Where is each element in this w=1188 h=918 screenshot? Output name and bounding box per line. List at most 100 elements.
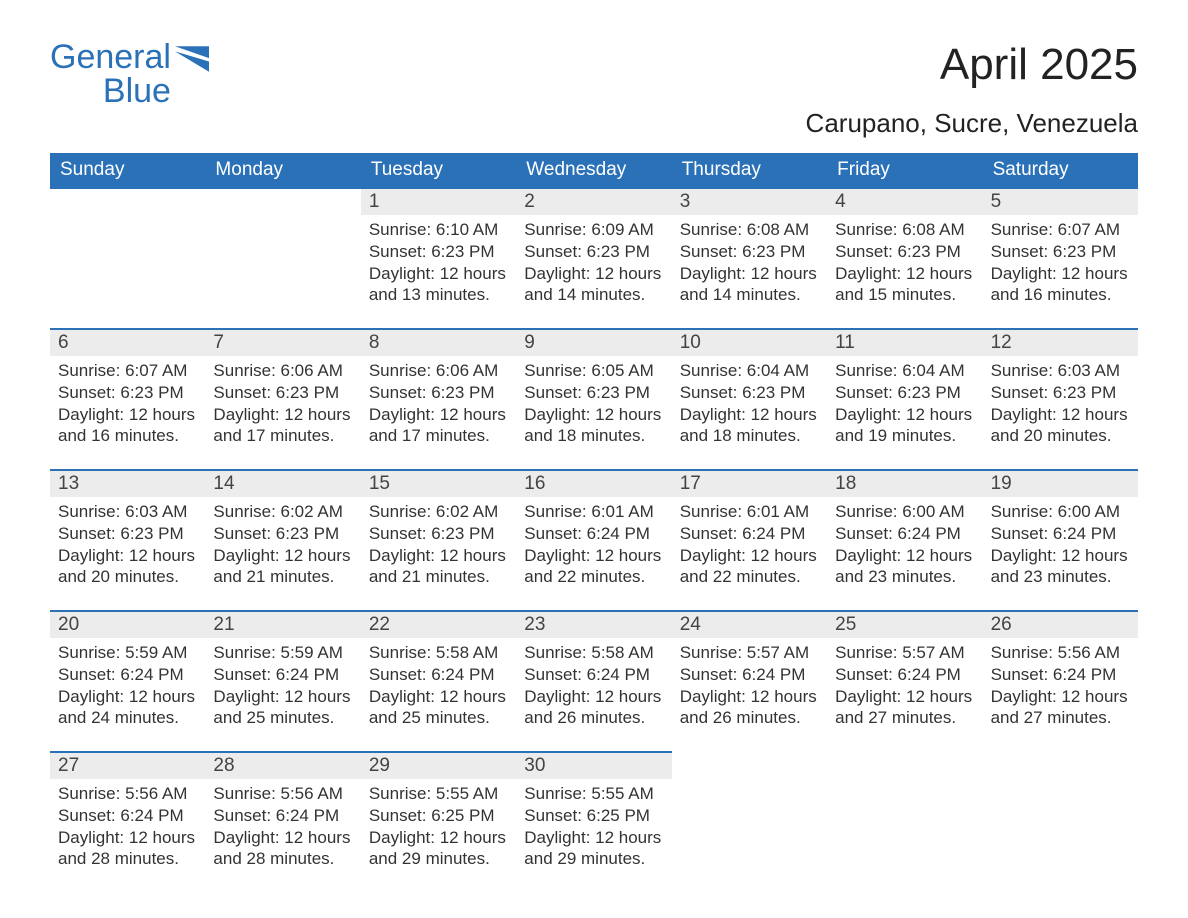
- day-info: Sunrise: 6:01 AMSunset: 6:24 PMDaylight:…: [672, 497, 827, 588]
- calendar-cell: 12Sunrise: 6:03 AMSunset: 6:23 PMDayligh…: [983, 328, 1138, 469]
- calendar-cell: 20Sunrise: 5:59 AMSunset: 6:24 PMDayligh…: [50, 610, 205, 751]
- calendar-cell: 26Sunrise: 5:56 AMSunset: 6:24 PMDayligh…: [983, 610, 1138, 751]
- daylight-line: Daylight: 12 hours and 15 minutes.: [835, 263, 974, 307]
- day-info: Sunrise: 5:56 AMSunset: 6:24 PMDaylight:…: [983, 638, 1138, 729]
- daylight-line: Daylight: 12 hours and 22 minutes.: [524, 545, 663, 589]
- sunrise-line: Sunrise: 6:01 AM: [680, 501, 819, 523]
- daylight-line: Daylight: 12 hours and 25 minutes.: [213, 686, 352, 730]
- daylight-line: Daylight: 12 hours and 14 minutes.: [680, 263, 819, 307]
- day-number: 17: [672, 471, 827, 497]
- day-info: Sunrise: 5:58 AMSunset: 6:24 PMDaylight:…: [361, 638, 516, 729]
- daylight-line: Daylight: 12 hours and 19 minutes.: [835, 404, 974, 448]
- sunrise-line: Sunrise: 6:03 AM: [58, 501, 197, 523]
- sunset-line: Sunset: 6:24 PM: [58, 805, 197, 827]
- sunrise-line: Sunrise: 6:00 AM: [835, 501, 974, 523]
- day-number: 27: [50, 753, 205, 779]
- dow-header: Wednesday: [516, 153, 671, 187]
- daylight-line: Daylight: 12 hours and 28 minutes.: [58, 827, 197, 871]
- calendar-cell: 1Sunrise: 6:10 AMSunset: 6:23 PMDaylight…: [361, 187, 516, 328]
- daylight-line: Daylight: 12 hours and 17 minutes.: [213, 404, 352, 448]
- calendar-cell: 15Sunrise: 6:02 AMSunset: 6:23 PMDayligh…: [361, 469, 516, 610]
- day-info: Sunrise: 6:01 AMSunset: 6:24 PMDaylight:…: [516, 497, 671, 588]
- calendar-cell: 29Sunrise: 5:55 AMSunset: 6:25 PMDayligh…: [361, 751, 516, 892]
- day-info: Sunrise: 6:07 AMSunset: 6:23 PMDaylight:…: [983, 215, 1138, 306]
- day-info: Sunrise: 6:09 AMSunset: 6:23 PMDaylight:…: [516, 215, 671, 306]
- sunrise-line: Sunrise: 6:04 AM: [680, 360, 819, 382]
- day-number: 8: [361, 330, 516, 356]
- sunrise-line: Sunrise: 5:57 AM: [680, 642, 819, 664]
- dow-header: Sunday: [50, 153, 205, 187]
- day-info: Sunrise: 6:07 AMSunset: 6:23 PMDaylight:…: [50, 356, 205, 447]
- logo-top: General: [50, 38, 171, 76]
- day-info: Sunrise: 6:04 AMSunset: 6:23 PMDaylight:…: [672, 356, 827, 447]
- sunset-line: Sunset: 6:23 PM: [835, 382, 974, 404]
- day-number: 20: [50, 612, 205, 638]
- day-info: Sunrise: 6:10 AMSunset: 6:23 PMDaylight:…: [361, 215, 516, 306]
- sunrise-line: Sunrise: 5:56 AM: [991, 642, 1130, 664]
- day-info: Sunrise: 6:06 AMSunset: 6:23 PMDaylight:…: [205, 356, 360, 447]
- day-number: 29: [361, 753, 516, 779]
- calendar-cell: 13Sunrise: 6:03 AMSunset: 6:23 PMDayligh…: [50, 469, 205, 610]
- sunset-line: Sunset: 6:23 PM: [991, 382, 1130, 404]
- day-info: Sunrise: 5:57 AMSunset: 6:24 PMDaylight:…: [827, 638, 982, 729]
- daylight-line: Daylight: 12 hours and 14 minutes.: [524, 263, 663, 307]
- day-number: 10: [672, 330, 827, 356]
- daylight-line: Daylight: 12 hours and 17 minutes.: [369, 404, 508, 448]
- sunset-line: Sunset: 6:24 PM: [835, 664, 974, 686]
- sunrise-line: Sunrise: 6:10 AM: [369, 219, 508, 241]
- sunset-line: Sunset: 6:23 PM: [680, 382, 819, 404]
- dow-header: Friday: [827, 153, 982, 187]
- calendar-cell: 9Sunrise: 6:05 AMSunset: 6:23 PMDaylight…: [516, 328, 671, 469]
- sunrise-line: Sunrise: 5:58 AM: [524, 642, 663, 664]
- calendar-cell: 7Sunrise: 6:06 AMSunset: 6:23 PMDaylight…: [205, 328, 360, 469]
- sunrise-line: Sunrise: 6:06 AM: [213, 360, 352, 382]
- day-info: Sunrise: 5:56 AMSunset: 6:24 PMDaylight:…: [50, 779, 205, 870]
- daylight-line: Daylight: 12 hours and 27 minutes.: [991, 686, 1130, 730]
- day-number: 1: [361, 189, 516, 215]
- day-number: 25: [827, 612, 982, 638]
- daylight-line: Daylight: 12 hours and 23 minutes.: [991, 545, 1130, 589]
- day-number: 11: [827, 330, 982, 356]
- day-number: 2: [516, 189, 671, 215]
- day-number: 7: [205, 330, 360, 356]
- sunrise-line: Sunrise: 6:02 AM: [213, 501, 352, 523]
- calendar-cell: 4Sunrise: 6:08 AMSunset: 6:23 PMDaylight…: [827, 187, 982, 328]
- daylight-line: Daylight: 12 hours and 25 minutes.: [369, 686, 508, 730]
- sunrise-line: Sunrise: 5:58 AM: [369, 642, 508, 664]
- sunset-line: Sunset: 6:24 PM: [213, 664, 352, 686]
- day-info: Sunrise: 6:06 AMSunset: 6:23 PMDaylight:…: [361, 356, 516, 447]
- sunrise-line: Sunrise: 6:01 AM: [524, 501, 663, 523]
- day-number: 9: [516, 330, 671, 356]
- daylight-line: Daylight: 12 hours and 16 minutes.: [58, 404, 197, 448]
- sunrise-line: Sunrise: 5:55 AM: [369, 783, 508, 805]
- calendar-cell: 17Sunrise: 6:01 AMSunset: 6:24 PMDayligh…: [672, 469, 827, 610]
- daylight-line: Daylight: 12 hours and 28 minutes.: [213, 827, 352, 871]
- sunrise-line: Sunrise: 6:00 AM: [991, 501, 1130, 523]
- day-number: 12: [983, 330, 1138, 356]
- calendar-cell-blank: .: [50, 187, 205, 328]
- daylight-line: Daylight: 12 hours and 26 minutes.: [524, 686, 663, 730]
- calendar-cell: 11Sunrise: 6:04 AMSunset: 6:23 PMDayligh…: [827, 328, 982, 469]
- calendar-cell: 18Sunrise: 6:00 AMSunset: 6:24 PMDayligh…: [827, 469, 982, 610]
- location-subtitle: Carupano, Sucre, Venezuela: [806, 108, 1138, 139]
- sunrise-line: Sunrise: 5:57 AM: [835, 642, 974, 664]
- calendar-cell: 2Sunrise: 6:09 AMSunset: 6:23 PMDaylight…: [516, 187, 671, 328]
- calendar-cell: 14Sunrise: 6:02 AMSunset: 6:23 PMDayligh…: [205, 469, 360, 610]
- sunset-line: Sunset: 6:24 PM: [58, 664, 197, 686]
- day-number: 13: [50, 471, 205, 497]
- daylight-line: Daylight: 12 hours and 23 minutes.: [835, 545, 974, 589]
- daylight-line: Daylight: 12 hours and 24 minutes.: [58, 686, 197, 730]
- calendar-cell: 3Sunrise: 6:08 AMSunset: 6:23 PMDaylight…: [672, 187, 827, 328]
- sunrise-line: Sunrise: 6:07 AM: [991, 219, 1130, 241]
- sunset-line: Sunset: 6:23 PM: [369, 523, 508, 545]
- calendar-cell: 19Sunrise: 6:00 AMSunset: 6:24 PMDayligh…: [983, 469, 1138, 610]
- calendar-cell: 5Sunrise: 6:07 AMSunset: 6:23 PMDaylight…: [983, 187, 1138, 328]
- sunrise-line: Sunrise: 6:09 AM: [524, 219, 663, 241]
- sunrise-line: Sunrise: 6:06 AM: [369, 360, 508, 382]
- title-block: April 2025 Carupano, Sucre, Venezuela: [806, 40, 1138, 139]
- daylight-line: Daylight: 12 hours and 21 minutes.: [213, 545, 352, 589]
- dow-header: Monday: [205, 153, 360, 187]
- day-info: Sunrise: 6:08 AMSunset: 6:23 PMDaylight:…: [672, 215, 827, 306]
- sunset-line: Sunset: 6:24 PM: [680, 523, 819, 545]
- logo-bottom: Blue: [50, 74, 171, 108]
